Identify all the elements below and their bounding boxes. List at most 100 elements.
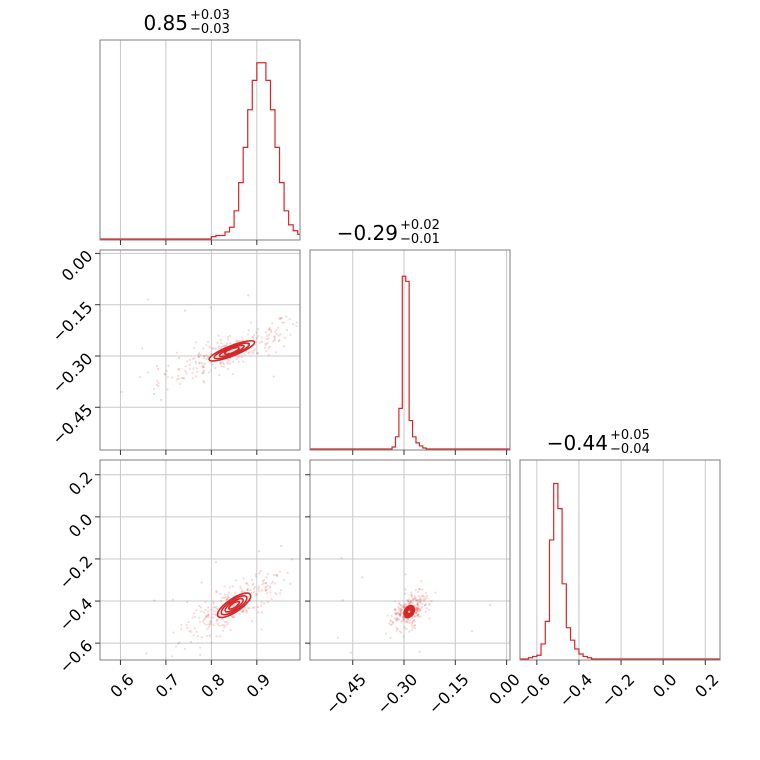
scatter-point	[264, 342, 267, 345]
scatter-point	[406, 621, 410, 624]
panel-frame	[99, 459, 301, 661]
scatter-point	[267, 333, 271, 336]
density-contour	[216, 592, 252, 619]
scatter-point	[195, 609, 198, 612]
panel-frame	[99, 249, 301, 451]
scatter-point	[202, 611, 205, 614]
scatter-point	[291, 322, 295, 326]
scatter-point	[415, 606, 418, 610]
scatter-point	[252, 349, 255, 352]
scatter-point	[120, 390, 123, 393]
scatter-point	[277, 340, 280, 343]
scatter-point	[203, 618, 206, 621]
scatter-point	[205, 615, 208, 618]
scatter-point	[250, 591, 253, 595]
scatter-point	[423, 599, 426, 603]
panel-0-0	[99, 39, 301, 245]
scatter-point	[202, 371, 205, 375]
scatter-point	[394, 611, 397, 614]
scatter-point	[399, 613, 402, 616]
scatter-point	[218, 373, 221, 377]
x-tick-label: −0.45	[322, 670, 370, 718]
scatter-point	[185, 623, 188, 627]
scatter-outlier	[403, 626, 406, 629]
param-title-minus: −0.03	[190, 22, 230, 37]
y-tick-label: 0.2	[65, 468, 96, 499]
scatter-point	[398, 612, 401, 616]
param-title-plus: +0.03	[190, 8, 230, 23]
scatter-point	[175, 351, 178, 354]
y-tick-label: −0.6	[55, 636, 96, 677]
scatter-point	[265, 576, 268, 579]
scatter-point	[418, 599, 422, 602]
scatter-point	[425, 596, 428, 600]
scatter-point	[254, 593, 257, 596]
scatter-point	[248, 607, 251, 610]
scatter-point	[397, 608, 400, 611]
scatter-point	[172, 631, 175, 634]
scatter-point	[410, 594, 414, 597]
scatter-point	[399, 614, 402, 617]
scatter-point	[402, 635, 405, 638]
scatter-point	[202, 364, 205, 367]
scatter-outlier	[214, 561, 217, 564]
scatter-point	[193, 627, 196, 630]
scatter-point	[425, 607, 428, 610]
scatter-point	[423, 604, 426, 607]
scatter-point	[228, 591, 231, 594]
x-tick-label: −0.4	[555, 670, 596, 711]
scatter-point	[178, 382, 181, 385]
scatter-point	[225, 597, 229, 601]
scatter-point	[406, 600, 410, 603]
scatter-point	[205, 354, 208, 357]
scatter-point	[249, 588, 252, 592]
scatter-point	[163, 372, 166, 375]
scatter-point	[228, 334, 231, 338]
scatter-point	[419, 609, 422, 612]
scatter-point	[404, 588, 407, 591]
scatter-point	[281, 321, 284, 324]
scatter-point	[415, 611, 418, 615]
scatter-point	[241, 589, 244, 592]
scatter-point	[230, 349, 233, 352]
scatter-point	[398, 607, 401, 610]
scatter-point	[414, 589, 417, 592]
scatter-point	[171, 376, 174, 379]
scatter-point	[177, 377, 180, 380]
scatter-point	[203, 622, 206, 625]
scatter-point	[225, 598, 228, 601]
scatter-point	[416, 603, 419, 606]
scatter-point	[305, 313, 307, 315]
scatter-point	[278, 339, 281, 342]
scatter-point	[146, 371, 149, 374]
scatter-point	[395, 617, 398, 621]
scatter-point	[220, 599, 223, 603]
scatter-point	[421, 595, 424, 598]
scatter-point	[400, 631, 403, 634]
scatter-point	[165, 370, 168, 373]
scatter-point	[390, 623, 394, 626]
scatter-point	[274, 592, 277, 595]
scatter-point	[225, 344, 228, 347]
scatter-point	[203, 357, 206, 360]
scatter-point	[207, 623, 211, 626]
scatter-point	[267, 337, 270, 340]
scatter-point	[201, 620, 205, 623]
scatter-point	[215, 591, 218, 594]
scatter-point	[384, 632, 388, 635]
scatter-point	[199, 646, 202, 649]
scatter-point	[188, 367, 192, 370]
scatter-point	[251, 584, 254, 587]
scatter-point	[226, 336, 229, 339]
scatter-point	[261, 583, 264, 586]
scatter-point	[421, 594, 425, 597]
scatter-point	[410, 599, 413, 602]
scatter-point	[413, 620, 416, 623]
panel-frame	[309, 459, 511, 661]
scatter-point	[417, 599, 420, 602]
scatter-point	[251, 335, 254, 338]
scatter-point	[412, 618, 416, 622]
panel-2-1	[305, 459, 511, 665]
scatter-point	[420, 599, 423, 602]
scatter-point	[386, 614, 389, 617]
